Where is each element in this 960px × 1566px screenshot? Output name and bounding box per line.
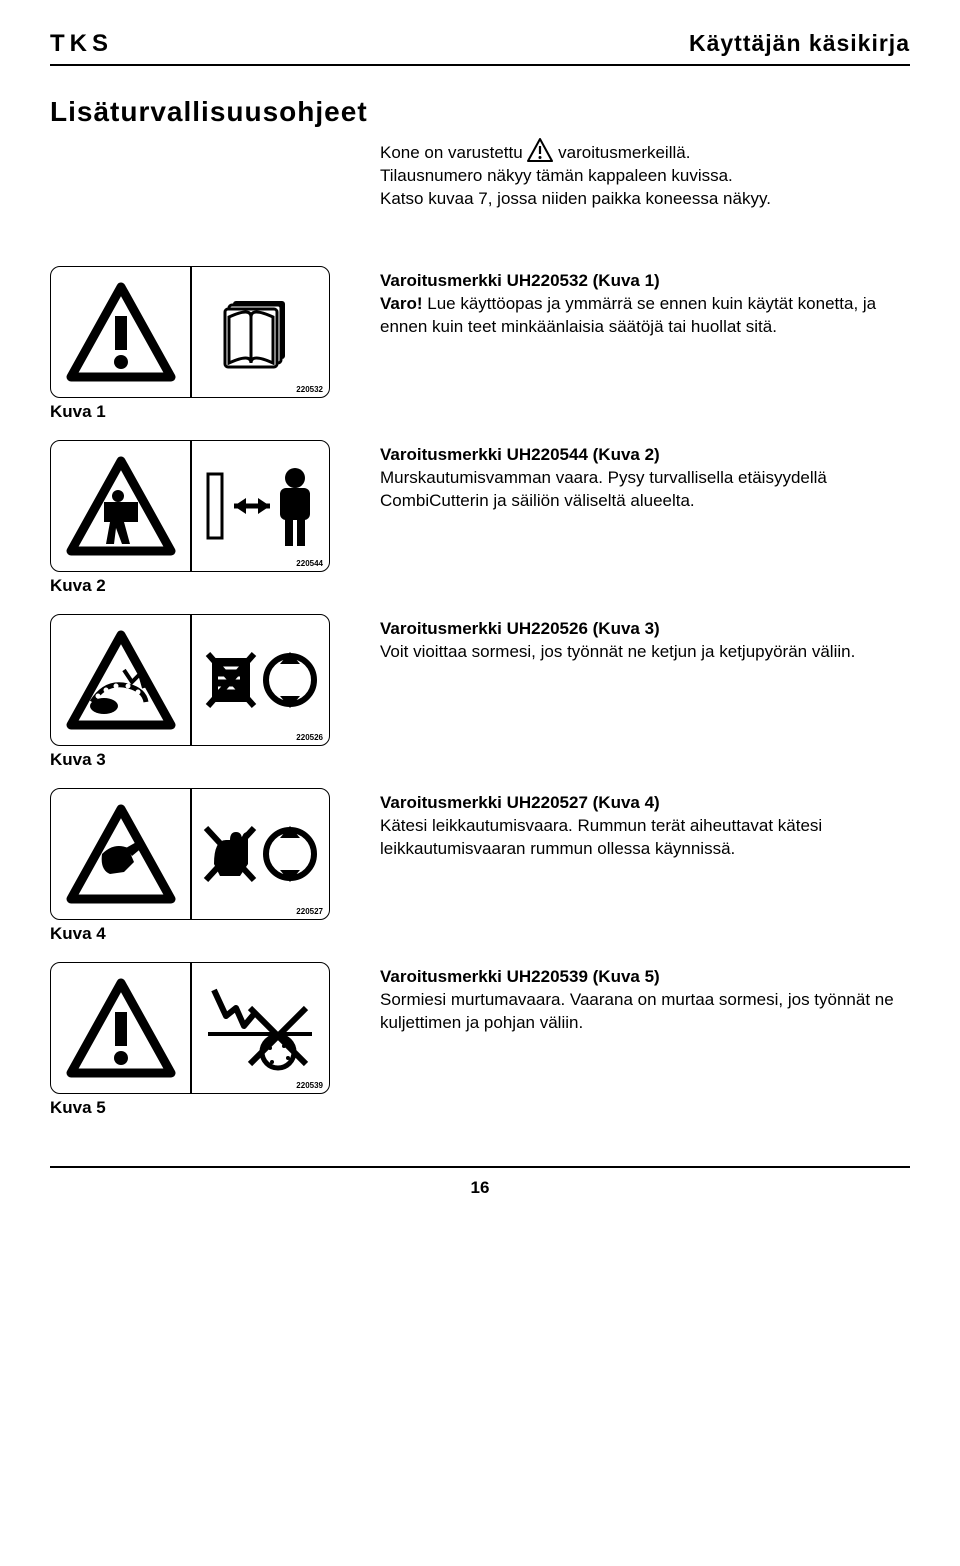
warning-body-2: Murskautumisvamman vaara. Pysy turvallis… <box>380 468 827 510</box>
cutting-hazard-icon <box>66 804 176 904</box>
warning-label-3: 220526 <box>50 614 330 746</box>
warning-body-5: Sormiesi murtumavaara. Vaarana on murtaa… <box>380 990 894 1032</box>
warning-body-3: Voit vioittaa sormesi, jos työnnät ne ke… <box>380 642 855 661</box>
warning-label-2: 220544 <box>50 440 330 572</box>
warning-title-5: Varoitusmerkki UH220539 (Kuva 5) <box>380 967 660 986</box>
page-number: 16 <box>471 1178 490 1197</box>
brand: TKS <box>50 30 113 58</box>
label-id-3: 220526 <box>296 733 323 742</box>
caption-1: Kuva 1 <box>50 402 380 422</box>
warning-triangle-icon <box>66 978 176 1078</box>
caption-4: Kuva 4 <box>50 924 380 944</box>
page-header: TKS Käyttäjän käsikirja <box>50 30 910 66</box>
warning-row-5: 220539 Kuva 5 Varoitusmerkki UH220539 (K… <box>50 962 910 1126</box>
intro-line3: Katso kuvaa 7, jossa niiden paikka konee… <box>380 189 771 208</box>
read-manual-icon <box>215 287 305 377</box>
warning-row-1: 220532 Kuva 1 Varoitusmerkki UH220532 (K… <box>50 266 910 430</box>
intro-line2: Tilausnumero näkyy tämän kappaleen kuvis… <box>380 166 733 185</box>
warning-body-4: Kätesi leikkautumisvaara. Rummun terät a… <box>380 816 822 858</box>
warning-title-3: Varoitusmerkki UH220526 (Kuva 3) <box>380 619 660 638</box>
no-hand-rotating-icon <box>200 804 320 904</box>
no-reach-rotating-icon <box>200 630 320 730</box>
warning-triangle-icon <box>66 282 176 382</box>
chain-hazard-icon <box>66 630 176 730</box>
warning-title-4: Varoitusmerkki UH220527 (Kuva 4) <box>380 793 660 812</box>
caption-5: Kuva 5 <box>50 1098 380 1118</box>
label-id-4: 220527 <box>296 907 323 916</box>
warning-label-4: 220527 <box>50 788 330 920</box>
warning-row-4: 220527 Kuva 4 Varoitusmerkki UH220527 (K… <box>50 788 910 952</box>
warning-body-1: Lue käyttöopas ja ymmärrä se ennen kuin … <box>380 294 876 336</box>
warning-lead-1: Varo! <box>380 294 423 313</box>
manual-title: Käyttäjän käsikirja <box>689 30 910 57</box>
label-id-1: 220532 <box>296 385 323 394</box>
caption-2: Kuva 2 <box>50 576 380 596</box>
warning-label-5: 220539 <box>50 962 330 1094</box>
label-id-2: 220544 <box>296 559 323 568</box>
caption-3: Kuva 3 <box>50 750 380 770</box>
page-footer: 16 <box>50 1166 910 1198</box>
warning-row-2: 220544 Kuva 2 Varoitusmerkki UH220544 (K… <box>50 440 910 604</box>
intro-part2: varoitusmerkeillä. <box>558 143 690 162</box>
keep-distance-icon <box>200 456 320 556</box>
warning-title-2: Varoitusmerkki UH220544 (Kuva 2) <box>380 445 660 464</box>
conveyor-hazard-icon <box>200 978 320 1078</box>
warning-triangle-inline-icon <box>527 138 553 162</box>
label-id-5: 220539 <box>296 1081 323 1090</box>
warning-title-1: Varoitusmerkki UH220532 (Kuva 1) <box>380 271 660 290</box>
intro-text: Kone on varustettu varoitusmerkeillä. Ti… <box>380 138 910 211</box>
warning-label-1: 220532 <box>50 266 330 398</box>
section-title: Lisäturvallisuusohjeet <box>50 96 910 128</box>
crush-hazard-icon <box>66 456 176 556</box>
warning-row-3: 220526 Kuva 3 Varoitusmerkki UH220526 (K… <box>50 614 910 778</box>
intro-part1: Kone on varustettu <box>380 143 527 162</box>
